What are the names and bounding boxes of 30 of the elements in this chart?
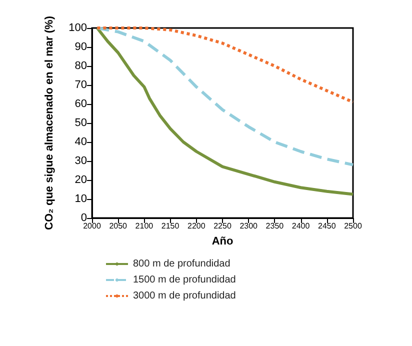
x-tick-label: 2000 (83, 222, 102, 230)
y-tick-label: 0 (80, 212, 87, 224)
y-tick-label: 90 (74, 41, 87, 53)
x-tick-label: 2100 (135, 222, 154, 230)
x-tick-label: 2250 (214, 222, 232, 230)
x-tick-label: 2450 (318, 222, 336, 230)
legend-label: 1500 m de profundidad (133, 274, 236, 286)
legend-label: 3000 m de profundidad (133, 290, 236, 302)
x-tick-label: 2150 (161, 222, 180, 230)
y-tick-label: 60 (74, 98, 87, 110)
y-tick-label: 10 (74, 193, 87, 205)
x-tick-label: 2300 (240, 222, 258, 230)
y-tick-label: 30 (74, 155, 87, 167)
line-series (96, 26, 354, 104)
y-tick-label: 80 (74, 60, 87, 72)
y-tick-label: 40 (74, 136, 87, 148)
x-tick-label: 2200 (188, 222, 206, 230)
x-axis-title: Año (212, 236, 234, 248)
y-tick-label: 70 (74, 79, 87, 91)
legend-label: 800 m de profundidad (133, 258, 230, 270)
y-axis-title: CO₂ que sigue almacenado en el mar (%) (44, 16, 56, 230)
y-tick-label: 50 (74, 117, 87, 129)
x-tick-label: 2350 (266, 222, 284, 230)
y-tick-label: 20 (74, 174, 87, 186)
x-tick-label: 2400 (292, 222, 310, 230)
x-tick-label: 2500 (344, 222, 362, 230)
y-tick-label: 100 (68, 22, 87, 34)
x-tick-label: 2050 (109, 222, 128, 230)
line-series (96, 26, 354, 196)
line-series (96, 26, 354, 166)
